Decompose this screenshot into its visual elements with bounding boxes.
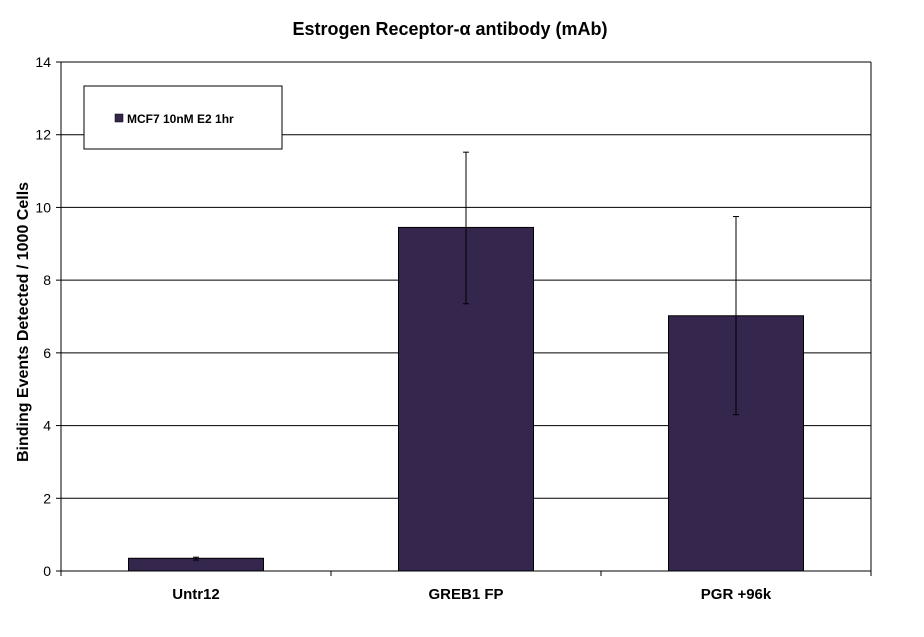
chart-title: Estrogen Receptor-α antibody (mAb) xyxy=(292,19,607,39)
legend-swatch xyxy=(114,113,124,123)
axes xyxy=(56,61,872,576)
x-tick-label: GREB1 FP xyxy=(428,586,503,603)
x-tick-label: Untr12 xyxy=(172,586,220,603)
legend: MCF7 10nM E2 1hr xyxy=(83,85,283,150)
y-tick-label: 2 xyxy=(43,490,51,506)
x-tick-labels: Untr12 GREB1 FP PGR +96k xyxy=(172,586,772,603)
y-tick-label: 8 xyxy=(43,272,51,288)
legend-box xyxy=(83,85,283,150)
x-tick-label: PGR +96k xyxy=(701,586,772,603)
legend-label: MCF7 10nM E2 1hr xyxy=(127,112,234,126)
error-bars xyxy=(193,151,739,561)
y-tick-label: 6 xyxy=(43,345,51,361)
y-axis-label: Binding Events Detected / 1000 Cells xyxy=(15,182,32,462)
y-tick-label: 14 xyxy=(35,54,51,70)
y-tick-labels: 0 2 4 6 8 10 12 14 xyxy=(35,54,51,579)
y-tick-label: 12 xyxy=(35,127,51,143)
y-tick-label: 0 xyxy=(43,563,51,579)
y-tick-label: 4 xyxy=(43,418,51,434)
y-tick-label: 10 xyxy=(35,199,51,215)
